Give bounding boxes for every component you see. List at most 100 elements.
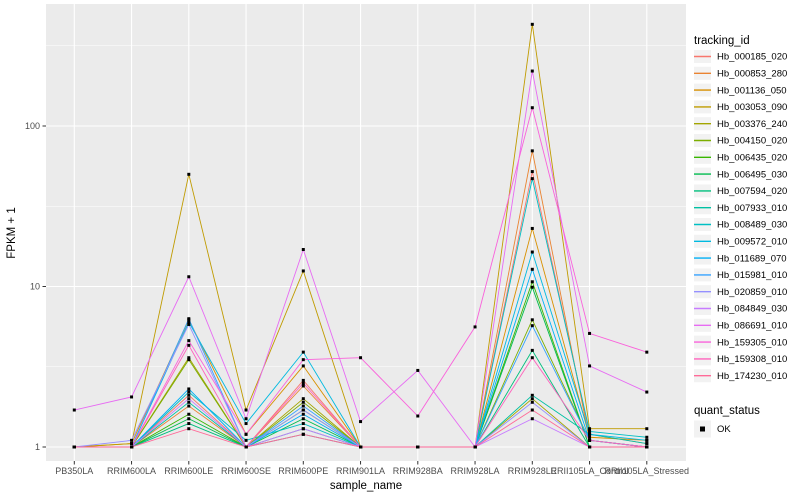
data-point xyxy=(416,414,420,418)
x-tick-label: RRII105LA_Stressed xyxy=(605,466,690,476)
x-tick-label: RRIM600SE xyxy=(221,466,271,476)
legend-item-label: Hb_001136_050 xyxy=(717,85,787,96)
data-point xyxy=(530,348,534,352)
data-point xyxy=(530,417,534,421)
data-point xyxy=(301,269,305,273)
data-point xyxy=(588,435,592,439)
data-point xyxy=(301,358,305,362)
data-point xyxy=(187,397,191,401)
data-point xyxy=(72,408,76,412)
data-point xyxy=(130,445,134,449)
data-point xyxy=(301,397,305,401)
data-point xyxy=(301,427,305,431)
x-tick-label: RRIM600PE xyxy=(278,466,328,476)
data-point xyxy=(530,397,534,401)
quant-status-legend-title: quant_status xyxy=(694,405,760,417)
data-point xyxy=(588,429,592,433)
legend-item: Hb_006435_020 xyxy=(694,150,787,164)
legend-item: Hb_015981_010 xyxy=(694,268,787,282)
data-point xyxy=(187,404,191,408)
y-tick-label: 10 xyxy=(30,282,40,292)
quant-legend-item: OK xyxy=(694,420,731,438)
data-point xyxy=(473,325,477,329)
data-point xyxy=(301,432,305,436)
data-point xyxy=(72,445,76,449)
x-tick-label: RRIM928LE xyxy=(508,466,557,476)
data-point xyxy=(530,393,534,397)
legend-item: Hb_008489_030 xyxy=(694,218,787,231)
data-point xyxy=(645,435,649,439)
legend-item: Hb_020859_010 xyxy=(694,285,787,299)
quant-ok-marker-icon xyxy=(700,426,705,432)
data-point xyxy=(130,438,134,442)
x-tick-label: RRIM928BA xyxy=(393,466,443,476)
data-point xyxy=(187,317,191,321)
data-point xyxy=(530,400,534,404)
legend-item-label: Hb_003376_240 xyxy=(717,119,787,130)
data-point xyxy=(301,378,305,382)
legend-item: Hb_086691_010 xyxy=(694,318,787,332)
legend-item: Hb_004150_020 xyxy=(694,134,787,147)
data-point xyxy=(187,358,191,362)
data-point xyxy=(530,285,534,289)
legend-item: Hb_001136_050 xyxy=(694,83,787,97)
legend-item: Hb_007933_010 xyxy=(694,201,787,215)
legend-item: Hb_000185_020 xyxy=(694,50,787,63)
x-tick-label: RRIM901LA xyxy=(336,466,385,476)
legend-item-label: Hb_011689_070 xyxy=(717,253,787,264)
data-point xyxy=(130,442,134,446)
x-axis-title: sample_name xyxy=(330,480,402,492)
data-point xyxy=(588,432,592,436)
legend-item-label: Hb_159308_010 xyxy=(717,354,787,365)
data-point xyxy=(416,445,420,449)
data-point xyxy=(187,339,191,343)
legend-item: Hb_159308_010 xyxy=(694,352,787,366)
data-point xyxy=(530,170,534,174)
data-point xyxy=(359,445,363,449)
legend-item-label: Hb_006435_020 xyxy=(717,153,787,164)
legend-item-label: Hb_004150_020 xyxy=(717,136,787,147)
x-tick-label: RRIM600LA xyxy=(107,466,156,476)
data-point xyxy=(187,422,191,426)
data-point xyxy=(187,427,191,431)
data-point xyxy=(359,356,363,360)
data-point xyxy=(187,356,191,360)
data-point xyxy=(187,400,191,404)
data-point xyxy=(187,322,191,326)
data-point xyxy=(301,381,305,385)
data-point xyxy=(244,445,248,449)
data-point xyxy=(588,445,592,449)
legend-item-label: Hb_084849_030 xyxy=(717,304,787,315)
data-point xyxy=(301,384,305,388)
data-point xyxy=(301,248,305,252)
legend-item-label: Hb_003053_090 xyxy=(717,102,787,113)
data-point xyxy=(530,324,534,328)
legend-item: Hb_174230_010 xyxy=(694,369,787,383)
data-point xyxy=(301,350,305,354)
legend-item-label: Hb_174230_010 xyxy=(717,371,787,382)
legend-item: Hb_000853_280 xyxy=(694,66,787,80)
data-point xyxy=(645,350,649,354)
legend-item: Hb_003053_090 xyxy=(694,100,787,114)
data-point xyxy=(473,445,477,449)
data-point xyxy=(301,400,305,404)
legend-item-label: Hb_006495_030 xyxy=(717,169,787,180)
legend-item-label: Hb_159305_010 xyxy=(717,337,787,348)
data-point xyxy=(301,417,305,421)
panel-layer xyxy=(46,4,686,461)
y-tick-label: 1 xyxy=(35,442,40,452)
data-point xyxy=(244,417,248,421)
y-axis-title: FPKM + 1 xyxy=(6,207,18,258)
data-point xyxy=(530,226,534,230)
data-point xyxy=(301,422,305,426)
data-point xyxy=(187,417,191,421)
data-point xyxy=(530,250,534,254)
legend-item: Hb_007594_020 xyxy=(694,184,787,198)
data-point xyxy=(244,422,248,426)
data-point xyxy=(301,408,305,412)
data-point xyxy=(187,320,191,324)
data-point xyxy=(359,420,363,424)
data-point xyxy=(187,387,191,391)
legend-item-label: Hb_009572_010 xyxy=(717,237,787,248)
